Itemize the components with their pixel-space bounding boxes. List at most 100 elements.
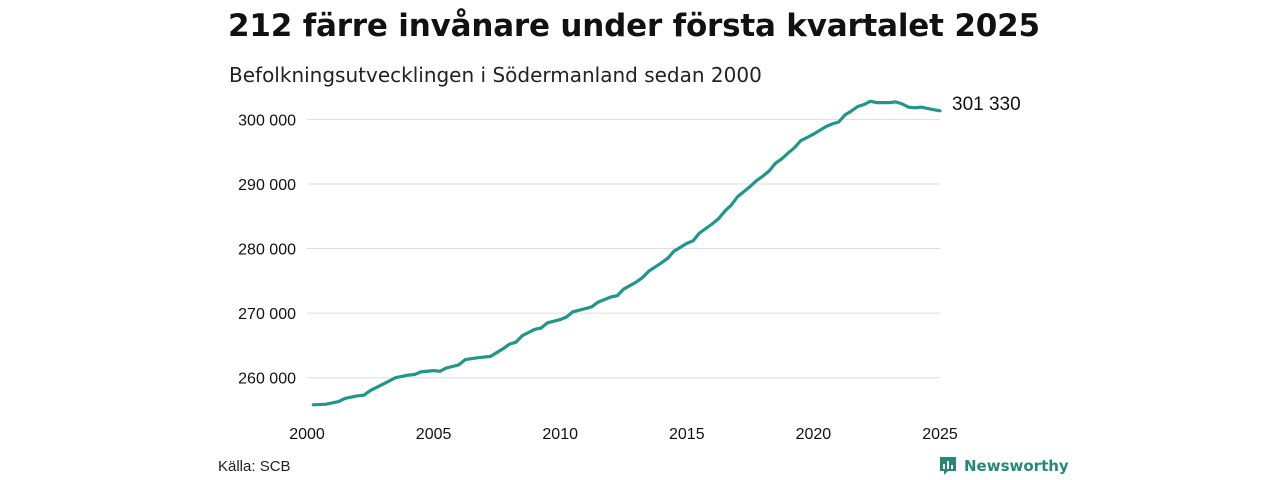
- data-point: [324, 402, 328, 406]
- data-point: [812, 133, 815, 136]
- end-value-label: 301 330: [952, 94, 1021, 115]
- newsworthy-logo-icon: [940, 457, 956, 475]
- data-point: [666, 257, 670, 260]
- data-point: [362, 393, 366, 397]
- data-point: [875, 101, 878, 104]
- data-point: [565, 315, 568, 319]
- data-point: [476, 356, 480, 359]
- data-point: [533, 328, 537, 331]
- data-point: [824, 125, 828, 128]
- data-point: [622, 288, 625, 291]
- x-tick-label: 2010: [542, 426, 578, 443]
- data-point: [647, 269, 651, 273]
- data-point: [445, 366, 448, 370]
- data-point: [894, 100, 897, 104]
- data-point: [774, 162, 777, 165]
- data-point: [926, 107, 929, 110]
- data-point: [464, 358, 467, 361]
- data-point: [685, 242, 688, 245]
- data-point: [312, 403, 315, 407]
- data-point: [723, 209, 726, 213]
- data-point: [502, 347, 505, 350]
- x-tick-label: 2005: [416, 426, 452, 443]
- data-point: [755, 179, 758, 182]
- data-point: [907, 105, 910, 109]
- data-point: [634, 280, 638, 284]
- brand-logo: Newsworthy: [938, 455, 1069, 477]
- data-point: [869, 100, 872, 103]
- data-point: [559, 318, 562, 321]
- data-point: [590, 305, 594, 308]
- y-tick-label: 260 000: [238, 371, 296, 388]
- data-point: [609, 295, 613, 299]
- y-tick-label: 300 000: [238, 112, 296, 129]
- x-tick-label: 2020: [796, 426, 832, 443]
- data-point: [919, 105, 923, 109]
- data-point: [514, 340, 518, 344]
- data-point: [767, 169, 771, 173]
- data-point: [641, 276, 644, 279]
- data-point: [793, 146, 796, 149]
- data-point: [881, 101, 885, 104]
- brand-name: Newsworthy: [964, 457, 1069, 475]
- data-point: [850, 109, 853, 113]
- data-point: [407, 373, 410, 377]
- data-point: [508, 342, 511, 346]
- data-point: [394, 376, 397, 379]
- x-tick-label: 2015: [669, 426, 705, 443]
- data-point: [413, 373, 416, 376]
- data-point: [584, 307, 587, 310]
- data-point: [691, 239, 695, 242]
- data-point: [337, 400, 340, 403]
- data-point: [938, 109, 942, 112]
- data-point: [356, 394, 359, 397]
- data-point: [748, 185, 752, 188]
- data-point: [831, 122, 834, 126]
- data-point: [913, 106, 916, 109]
- chart-title: 212 färre invånare under första kvartale…: [228, 8, 1040, 44]
- x-tick-label: 2000: [289, 426, 325, 443]
- data-point: [660, 261, 663, 264]
- data-point: [698, 231, 701, 235]
- data-point: [489, 355, 492, 358]
- data-point: [432, 369, 435, 372]
- data-point: [571, 310, 575, 314]
- data-point: [888, 101, 891, 104]
- data-point: [457, 363, 461, 366]
- data-point: [780, 157, 783, 160]
- data-point: [717, 217, 720, 221]
- series-line: [311, 99, 942, 407]
- data-point: [381, 382, 385, 386]
- data-point: [596, 300, 600, 304]
- data-point: [799, 139, 802, 142]
- data-point: [710, 222, 714, 226]
- data-point: [932, 108, 935, 111]
- chart-subtitle: Befolkningsutvecklingen i Södermanland s…: [229, 63, 762, 87]
- data-point: [862, 103, 866, 106]
- data-point: [546, 321, 549, 325]
- data-point: [805, 136, 809, 139]
- data-point: [521, 334, 524, 337]
- data-point: [438, 370, 442, 373]
- data-point: [729, 204, 733, 207]
- data-point: [736, 195, 739, 199]
- data-point: [419, 370, 423, 374]
- x-tick-label: 2025: [922, 426, 958, 443]
- data-point: [843, 113, 847, 117]
- data-point: [615, 294, 619, 297]
- data-point: [540, 326, 543, 330]
- y-tick-label: 290 000: [238, 177, 296, 194]
- data-point: [343, 397, 347, 400]
- data-point: [672, 249, 676, 253]
- data-point: [786, 151, 790, 155]
- data-point: [818, 129, 821, 132]
- data-point: [900, 102, 904, 106]
- data-point: [369, 389, 372, 392]
- data-point: [856, 105, 859, 108]
- y-tick-label: 270 000: [238, 306, 296, 323]
- data-point: [837, 120, 840, 124]
- data-point: [761, 175, 764, 178]
- y-tick-label: 280 000: [238, 242, 296, 259]
- source-note: Källa: SCB: [218, 458, 291, 475]
